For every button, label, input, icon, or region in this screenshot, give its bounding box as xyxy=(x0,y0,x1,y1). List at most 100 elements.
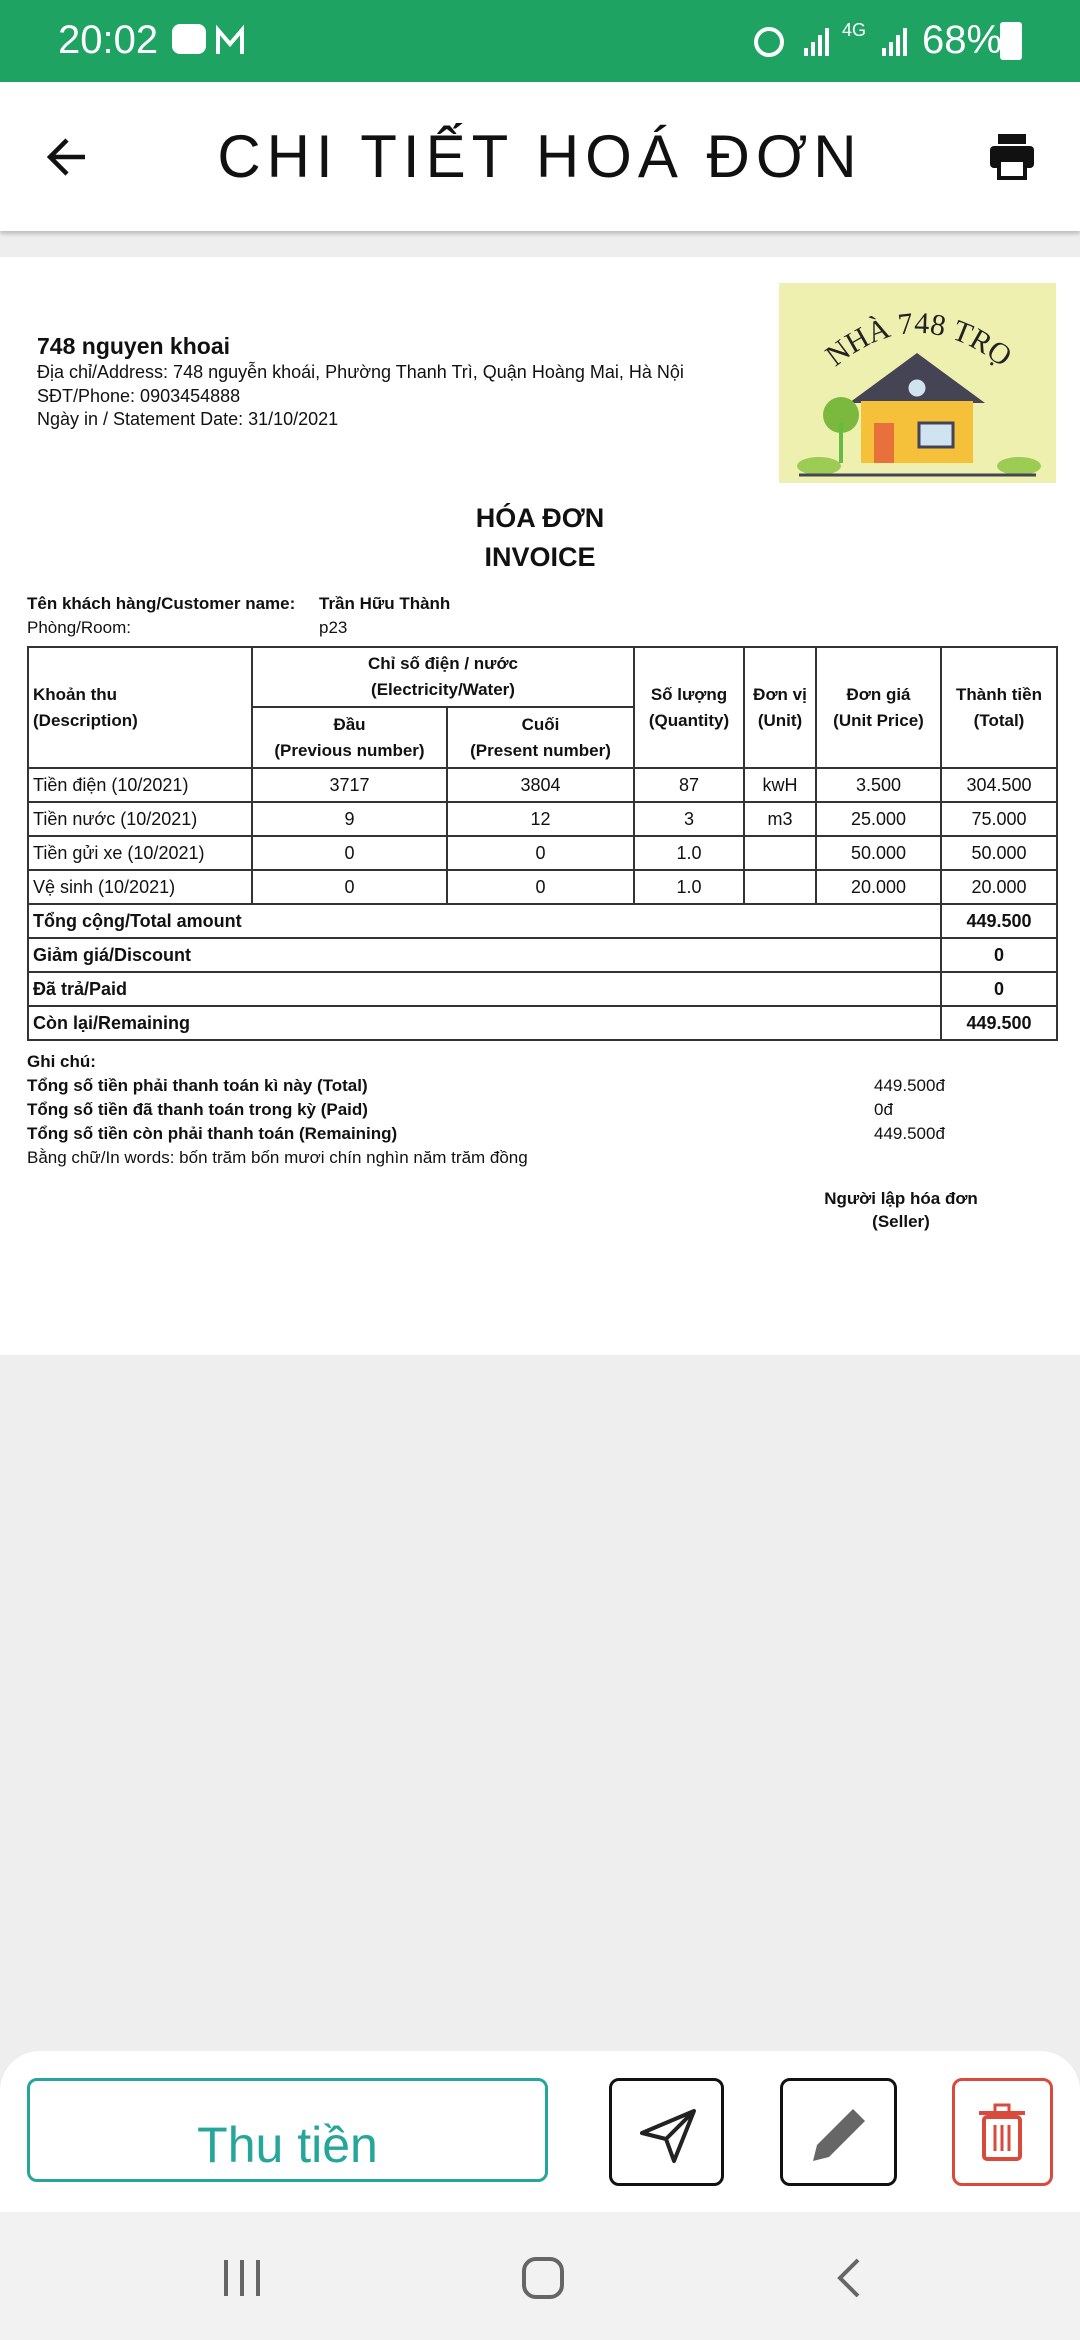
note-value: 449.500đ xyxy=(874,1124,945,1143)
table-cell: kwH xyxy=(743,767,817,803)
table-row: Tiền nước (10/2021) 9 12 3 m3 25.000 75.000 xyxy=(27,801,1058,837)
table-cell: m3 xyxy=(743,801,817,837)
header-unit-price: Đơn giá (Unit Price) xyxy=(815,646,942,769)
summary-value: 449.500 xyxy=(940,903,1058,939)
note-label: Tổng số tiền phải thanh toán kì này (Tot… xyxy=(27,1076,368,1095)
table-cell: 0 xyxy=(446,835,635,871)
in-words: Bằng chữ/In words: bốn trăm bốn mươi chí… xyxy=(27,1148,528,1167)
table-cell: 3 xyxy=(633,801,745,837)
table-cell: 50.000 xyxy=(940,835,1058,871)
summary-value: 0 xyxy=(940,937,1058,973)
home-button[interactable] xyxy=(521,2256,565,2300)
summary-label: Đã trả/Paid xyxy=(27,971,942,1007)
header-text: Số lượng xyxy=(650,684,728,704)
header-description: Khoản thu (Description) xyxy=(27,646,253,769)
table-row: Tiền điện (10/2021) 3717 3804 87 kwH 3.500 304… xyxy=(27,767,1058,803)
summary-value: 0 xyxy=(940,971,1058,1007)
app-header: CHI TIẾT HOÁ ĐƠN xyxy=(0,82,1080,231)
table-cell: 1.0 xyxy=(633,835,745,871)
header-total: Thành tiền (Total) xyxy=(940,646,1058,769)
table-cell: 0 xyxy=(251,835,448,871)
property-name: 748 nguyen khoai xyxy=(37,333,231,359)
table-cell: 3717 xyxy=(251,767,448,803)
invoice-title-en: INVOICE xyxy=(484,542,596,572)
edit-button[interactable] xyxy=(780,2078,897,2186)
table-cell: 3.500 xyxy=(815,767,942,803)
summary-row: Đã trả/Paid 0 xyxy=(27,971,1058,1007)
summary-value: 449.500 xyxy=(940,1005,1058,1041)
header-text: (Unit) xyxy=(757,710,803,730)
header-meter: Chỉ số điện / nước (Electricity/Water) xyxy=(251,646,635,708)
header-text: Chỉ số điện / nước xyxy=(367,654,519,673)
header-unit: Đơn vị (Unit) xyxy=(743,646,817,769)
header-text: Thành tiền xyxy=(956,684,1042,704)
phone: SĐT/Phone: 0903454888 xyxy=(37,386,241,406)
delete-button[interactable] xyxy=(952,2078,1053,2186)
table-cell: 50.000 xyxy=(815,835,942,871)
header-text: (Electricity/Water) xyxy=(371,680,515,699)
battery-level: 68% xyxy=(922,18,1003,62)
header-text: Đầu xyxy=(333,714,366,734)
table-cell: 20.000 xyxy=(940,869,1058,905)
send-button[interactable] xyxy=(609,2078,724,2186)
back-nav-button[interactable] xyxy=(830,2256,866,2300)
header-text: Đơn vị xyxy=(753,684,807,704)
table-cell xyxy=(743,835,817,871)
back-button[interactable] xyxy=(45,135,89,179)
note-label: Tổng số tiền đã thanh toán trong kỳ (Pai… xyxy=(27,1100,368,1119)
table-cell: Tiền điện (10/2021) xyxy=(27,767,253,803)
table-cell: 304.500 xyxy=(940,767,1058,803)
address: Địa chỉ/Address: 748 nguyễn khoái, Phườn… xyxy=(37,362,684,382)
header-previous: Đầu (Previous number) xyxy=(251,706,448,769)
header-text: Cuối xyxy=(521,714,560,734)
logo: NHÀ 748 TRỌ xyxy=(779,283,1056,483)
print-button[interactable] xyxy=(988,132,1036,180)
table-cell: Vệ sinh (10/2021) xyxy=(27,869,253,905)
table-cell: 0 xyxy=(446,869,635,905)
table-cell: 9 xyxy=(251,801,448,837)
header-text: (Unit Price) xyxy=(833,710,924,730)
page-title: CHI TIẾT HOÁ ĐƠN xyxy=(217,123,863,190)
summary-label: Tổng cộng/Total amount xyxy=(27,903,942,939)
collect-button[interactable]: Thu tiền xyxy=(27,2078,548,2182)
recents-button[interactable] xyxy=(220,2256,264,2300)
header-text: (Present number) xyxy=(470,740,611,760)
action-panel xyxy=(0,2051,1080,2212)
room-label: Phòng/Room: xyxy=(27,618,131,637)
header-text: Đơn giá xyxy=(846,684,911,704)
customer-label: Tên khách hàng/Customer name: xyxy=(27,594,296,613)
table-cell: 25.000 xyxy=(815,801,942,837)
battery-icon xyxy=(1000,22,1022,60)
summary-row: Tổng cộng/Total amount 449.500 xyxy=(27,903,1058,939)
summary-row: Giảm giá/Discount 0 xyxy=(27,937,1058,973)
table-cell: 75.000 xyxy=(940,801,1058,837)
table-cell xyxy=(743,869,817,905)
customer-name: Trần Hữu Thành xyxy=(319,594,451,613)
header-text: (Total) xyxy=(973,710,1025,730)
summary-row: Còn lại/Remaining 449.500 xyxy=(27,1005,1058,1041)
statement-date: Ngày in / Statement Date: 31/10/2021 xyxy=(37,409,339,429)
nav-bar xyxy=(0,2212,1080,2340)
table-cell: Tiền nước (10/2021) xyxy=(27,801,253,837)
header-text: Khoản thu xyxy=(33,684,118,704)
clock: 20:02 xyxy=(58,18,159,62)
table-row: Vệ sinh (10/2021) 0 0 1.0 20.000 20.000 xyxy=(27,869,1058,905)
network-type: 4G xyxy=(842,20,867,40)
table-cell: 87 xyxy=(633,767,745,803)
note-value: 0đ xyxy=(874,1100,893,1119)
seller-label: Người lập hóa đơn xyxy=(824,1189,978,1208)
table-cell: Tiền gửi xe (10/2021) xyxy=(27,835,253,871)
note-value: 449.500đ xyxy=(874,1076,945,1095)
invoice-table: Khoản thu (Description) Chỉ số điện / nướ… xyxy=(27,646,1058,1041)
header-text: (Quantity) xyxy=(648,710,730,730)
header-text: (Description) xyxy=(33,710,138,730)
notes-title: Ghi chú: xyxy=(27,1052,96,1071)
seller-label-en: (Seller) xyxy=(872,1212,930,1231)
table-cell: 1.0 xyxy=(633,869,745,905)
header-present: Cuối (Present number) xyxy=(446,706,635,769)
summary-label: Giảm giá/Discount xyxy=(27,937,942,973)
table-row: Tiền gửi xe (10/2021) 0 0 1.0 50.000 50.000 xyxy=(27,835,1058,871)
app-icons xyxy=(172,24,252,58)
table-cell: 12 xyxy=(446,801,635,837)
